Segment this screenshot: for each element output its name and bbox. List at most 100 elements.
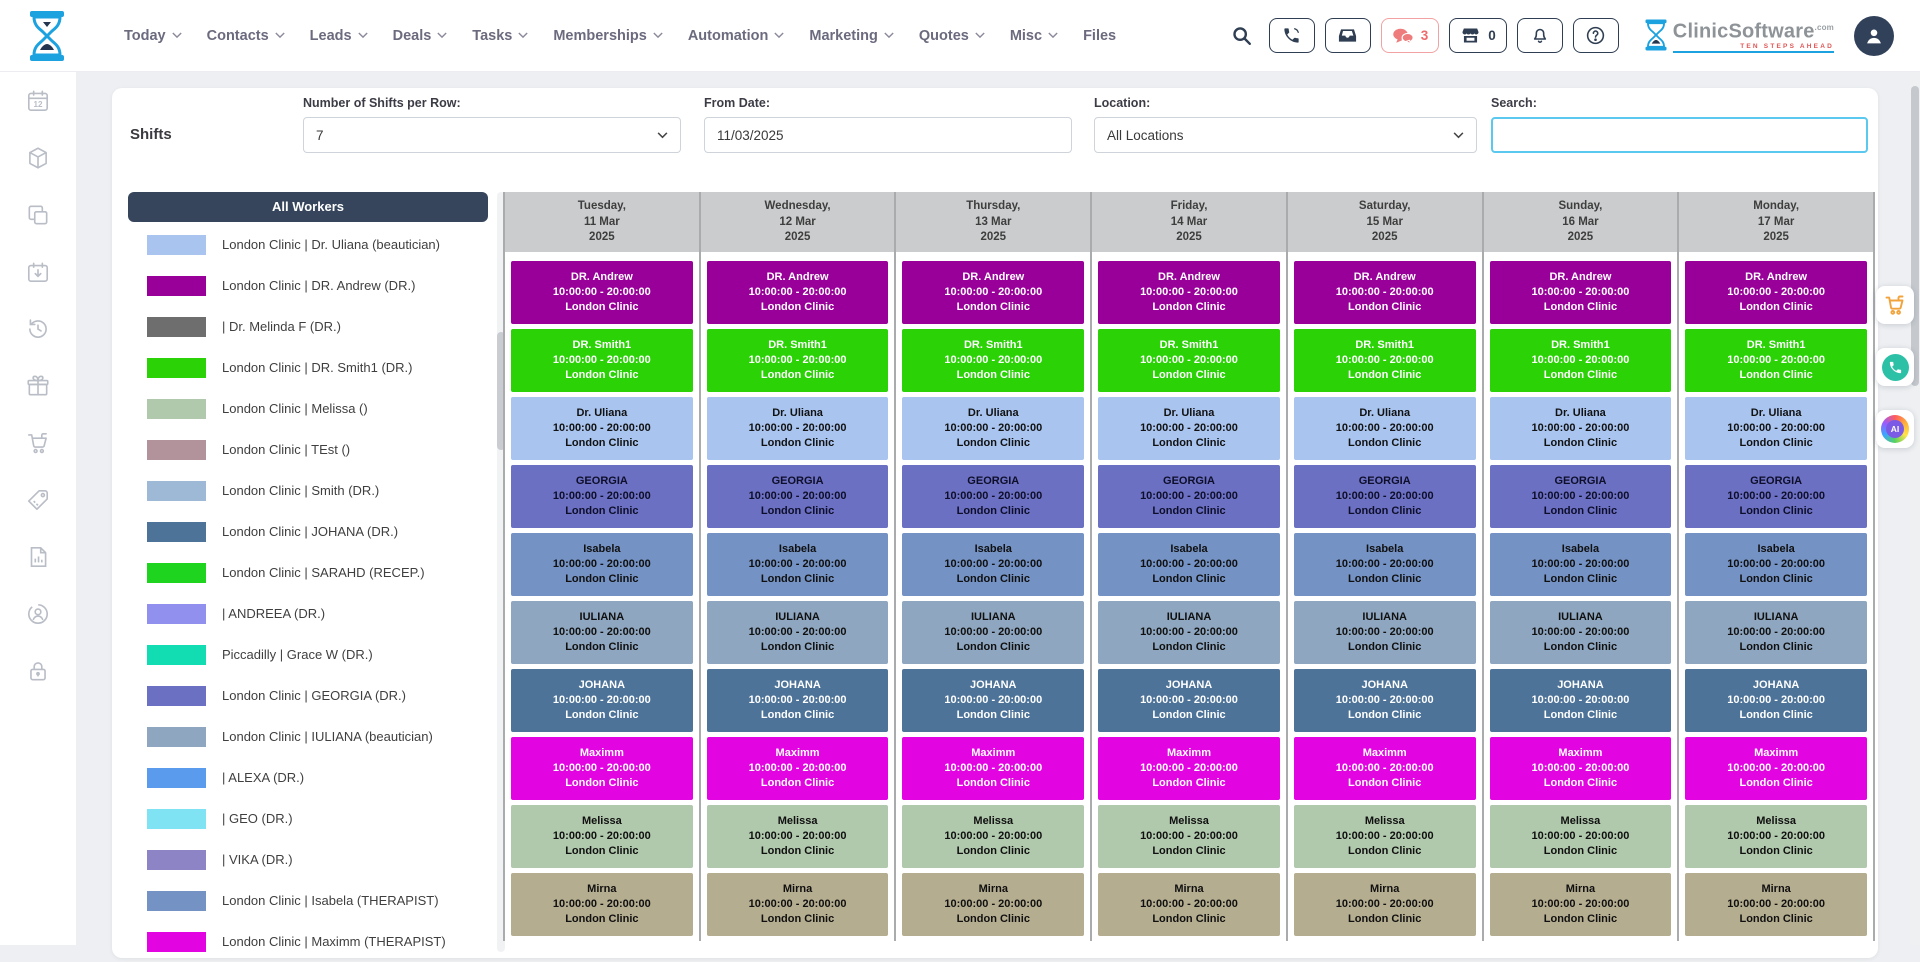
shift-card[interactable]: Isabela 10:00:00 - 20:00:00 London Clinic <box>902 533 1085 596</box>
all-workers-header[interactable]: All Workers <box>128 192 488 222</box>
shift-card[interactable]: JOHANA 10:00:00 - 20:00:00 London Clinic <box>511 669 693 732</box>
worker-row[interactable]: | GEO (DR.) <box>128 798 490 839</box>
shift-card[interactable]: IULIANA 10:00:00 - 20:00:00 London Clinic <box>511 601 693 664</box>
shift-card[interactable]: Melissa 10:00:00 - 20:00:00 London Clinic <box>1098 805 1280 868</box>
search-icon[interactable] <box>1231 25 1253 47</box>
rail-calendar-import-icon[interactable] <box>0 243 76 300</box>
shift-card[interactable]: Mirna 10:00:00 - 20:00:00 London Clinic <box>1098 873 1280 936</box>
shift-card[interactable]: DR. Andrew 10:00:00 - 20:00:00 London Clin… <box>1685 261 1867 324</box>
worker-row[interactable]: London Clinic | Smith (DR.) <box>128 470 490 511</box>
rail-gift-icon[interactable] <box>0 357 76 414</box>
worker-row[interactable]: London Clinic | SARAHD (RECEP.) <box>128 552 490 593</box>
shift-card[interactable]: JOHANA 10:00:00 - 20:00:00 London Clinic <box>1685 669 1867 732</box>
shift-card[interactable]: DR. Smith1 10:00:00 - 20:00:00 London Clin… <box>1293 329 1476 392</box>
shift-card[interactable]: Maximm 10:00:00 - 20:00:00 London Clinic <box>511 737 693 800</box>
shift-card[interactable]: Isabela 10:00:00 - 20:00:00 London Clinic <box>1685 533 1867 596</box>
nav-item-leads[interactable]: Leads <box>310 28 368 44</box>
shift-card[interactable]: DR. Andrew 10:00:00 - 20:00:00 London Clin… <box>1293 261 1476 324</box>
shift-card[interactable]: Isabela 10:00:00 - 20:00:00 London Clinic <box>511 533 693 596</box>
shift-card[interactable]: Dr. Uliana 10:00:00 - 20:00:00 London Clin… <box>511 397 693 460</box>
shift-card[interactable]: DR. Smith1 10:00:00 - 20:00:00 London Clin… <box>1489 329 1672 392</box>
shift-card[interactable]: Melissa 10:00:00 - 20:00:00 London Clinic <box>1293 805 1476 868</box>
shift-card[interactable]: Melissa 10:00:00 - 20:00:00 London Clinic <box>1489 805 1672 868</box>
rail-user-badge-icon[interactable] <box>0 585 76 642</box>
shift-card[interactable]: IULIANA 10:00:00 - 20:00:00 London Clinic <box>1293 601 1476 664</box>
worker-row[interactable]: London Clinic | Dr. Uliana (beautician) <box>128 224 490 265</box>
shift-card[interactable]: GEORGIA 10:00:00 - 20:00:00 London Clinic <box>1293 465 1476 528</box>
shift-card[interactable]: DR. Smith1 10:00:00 - 20:00:00 London Clin… <box>511 329 693 392</box>
shift-card[interactable]: DR. Andrew 10:00:00 - 20:00:00 London Clin… <box>1489 261 1672 324</box>
shift-card[interactable]: JOHANA 10:00:00 - 20:00:00 London Clinic <box>706 669 889 732</box>
rail-copy-icon[interactable] <box>0 186 76 243</box>
nav-item-quotes[interactable]: Quotes <box>919 28 985 44</box>
shift-card[interactable]: JOHANA 10:00:00 - 20:00:00 London Clinic <box>1489 669 1672 732</box>
shift-card[interactable]: DR. Smith1 10:00:00 - 20:00:00 London Clin… <box>706 329 889 392</box>
shift-card[interactable]: Maximm 10:00:00 - 20:00:00 London Clinic <box>1098 737 1280 800</box>
rail-report-icon[interactable] <box>0 528 76 585</box>
shift-card[interactable]: Mirna 10:00:00 - 20:00:00 London Clinic <box>511 873 693 936</box>
shift-search-input[interactable] <box>1491 117 1868 153</box>
worker-row[interactable]: Piccadilly | Grace W (DR.) <box>128 634 490 675</box>
shift-card[interactable]: Isabela 10:00:00 - 20:00:00 London Clinic <box>1489 533 1672 596</box>
shift-card[interactable]: DR. Andrew 10:00:00 - 20:00:00 London Clin… <box>706 261 889 324</box>
nav-item-files[interactable]: Files <box>1083 28 1116 44</box>
shift-card[interactable]: Dr. Uliana 10:00:00 - 20:00:00 London Clin… <box>1685 397 1867 460</box>
floating-phone-button[interactable] <box>1876 348 1914 386</box>
shift-card[interactable]: Maximm 10:00:00 - 20:00:00 London Clinic <box>1293 737 1476 800</box>
shift-card[interactable]: Maximm 10:00:00 - 20:00:00 London Clinic <box>706 737 889 800</box>
shift-card[interactable]: Isabela 10:00:00 - 20:00:00 London Clinic <box>706 533 889 596</box>
shift-card[interactable]: Mirna 10:00:00 - 20:00:00 London Clinic <box>1489 873 1672 936</box>
shift-card[interactable]: IULIANA 10:00:00 - 20:00:00 London Clinic <box>706 601 889 664</box>
worker-row[interactable]: | VIKA (DR.) <box>128 839 490 880</box>
nav-item-today[interactable]: Today <box>124 28 182 44</box>
worker-row[interactable]: London Clinic | DR. Andrew (DR.) <box>128 265 490 306</box>
rail-calendar-12-icon[interactable]: 12 <box>0 72 76 129</box>
shift-card[interactable]: Dr. Uliana 10:00:00 - 20:00:00 London Clin… <box>1293 397 1476 460</box>
shift-card[interactable]: DR. Andrew 10:00:00 - 20:00:00 London Clin… <box>902 261 1085 324</box>
shift-card[interactable]: Melissa 10:00:00 - 20:00:00 London Clinic <box>706 805 889 868</box>
shift-card[interactable]: Dr. Uliana 10:00:00 - 20:00:00 London Clin… <box>1489 397 1672 460</box>
page-scrollbar[interactable] <box>1910 72 1920 945</box>
rail-cart-icon[interactable] <box>0 414 76 471</box>
shift-card[interactable]: GEORGIA 10:00:00 - 20:00:00 London Clinic <box>706 465 889 528</box>
shift-card[interactable]: Dr. Uliana 10:00:00 - 20:00:00 London Clin… <box>902 397 1085 460</box>
worker-row[interactable]: London Clinic | Isabela (THERAPIST) <box>128 880 490 921</box>
worker-row[interactable]: London Clinic | JOHANA (DR.) <box>128 511 490 552</box>
workers-scrollbar[interactable] <box>497 192 505 952</box>
shift-card[interactable]: Melissa 10:00:00 - 20:00:00 London Clinic <box>511 805 693 868</box>
shift-card[interactable]: DR. Andrew 10:00:00 - 20:00:00 London Clin… <box>511 261 693 324</box>
rail-price-tag-icon[interactable] <box>0 471 76 528</box>
rail-history-icon[interactable] <box>0 300 76 357</box>
worker-row[interactable]: | ANDREEA (DR.) <box>128 593 490 634</box>
shift-card[interactable]: Mirna 10:00:00 - 20:00:00 London Clinic <box>706 873 889 936</box>
worker-row[interactable]: London Clinic | TEst () <box>128 429 490 470</box>
shift-card[interactable]: JOHANA 10:00:00 - 20:00:00 London Clinic <box>902 669 1085 732</box>
help-button[interactable] <box>1572 18 1619 53</box>
storefront-button[interactable]: 0 <box>1449 18 1507 53</box>
shift-card[interactable]: Maximm 10:00:00 - 20:00:00 London Clinic <box>1685 737 1867 800</box>
nav-item-marketing[interactable]: Marketing <box>809 28 894 44</box>
shift-card[interactable]: Mirna 10:00:00 - 20:00:00 London Clinic <box>1293 873 1476 936</box>
shift-card[interactable]: DR. Smith1 10:00:00 - 20:00:00 London Clin… <box>1685 329 1867 392</box>
shift-card[interactable]: Maximm 10:00:00 - 20:00:00 London Clinic <box>902 737 1085 800</box>
worker-row[interactable]: London Clinic | Maximm (THERAPIST) <box>128 921 490 962</box>
shift-card[interactable]: GEORGIA 10:00:00 - 20:00:00 London Clinic <box>1489 465 1672 528</box>
user-avatar[interactable] <box>1854 15 1894 56</box>
nav-item-misc[interactable]: Misc <box>1010 28 1058 44</box>
shift-card[interactable]: DR. Smith1 10:00:00 - 20:00:00 London Clin… <box>1098 329 1280 392</box>
app-logo-hourglass-icon[interactable] <box>26 10 68 62</box>
shift-card[interactable]: JOHANA 10:00:00 - 20:00:00 London Clinic <box>1293 669 1476 732</box>
worker-row[interactable]: London Clinic | IULIANA (beautician) <box>128 716 490 757</box>
shift-card[interactable]: Mirna 10:00:00 - 20:00:00 London Clinic <box>1685 873 1867 936</box>
nav-item-automation[interactable]: Automation <box>688 28 785 44</box>
shifts-per-row-select[interactable]: 7 <box>303 117 681 153</box>
shift-card[interactable]: Isabela 10:00:00 - 20:00:00 London Clinic <box>1098 533 1280 596</box>
workers-scrollbar-thumb[interactable] <box>497 332 505 450</box>
shift-card[interactable]: Maximm 10:00:00 - 20:00:00 London Clinic <box>1489 737 1672 800</box>
worker-row[interactable]: London Clinic | DR. Smith1 (DR.) <box>128 347 490 388</box>
shift-card[interactable]: Mirna 10:00:00 - 20:00:00 London Clinic <box>902 873 1085 936</box>
shift-card[interactable]: GEORGIA 10:00:00 - 20:00:00 London Clinic <box>1098 465 1280 528</box>
nav-item-tasks[interactable]: Tasks <box>472 28 529 44</box>
location-select[interactable]: All Locations <box>1094 117 1477 153</box>
floating-ai-button[interactable]: AI <box>1876 410 1914 448</box>
